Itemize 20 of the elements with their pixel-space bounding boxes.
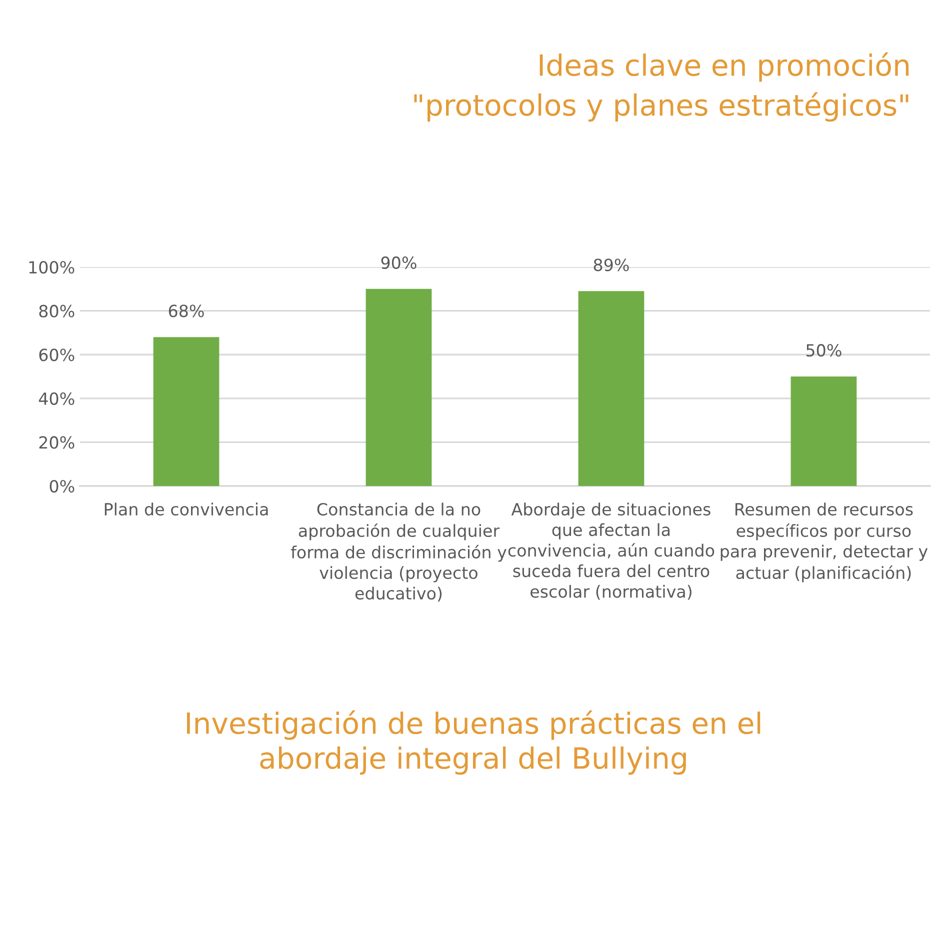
y-tick-label: 80% xyxy=(39,304,74,318)
x-tick-label: Resumen de recursos específicos por curso para prevenir, detectar y actuar (planificación) xyxy=(720,502,928,582)
y-tick-label: 20% xyxy=(39,436,74,449)
text: Investigación de buenas prácticas en el abordaje integral del Bullying xyxy=(186,710,760,775)
data-label: 90% xyxy=(381,256,416,270)
x-tick-label: Constancia de la no aprobación de cualquier forma de discriminación y violencia (proyecto educativo) xyxy=(290,502,506,602)
y-tick-label: 60% xyxy=(39,348,74,362)
bar xyxy=(366,288,432,486)
data-label: 89% xyxy=(594,258,629,272)
bar xyxy=(790,376,857,486)
x-tick-label: Plan de convivencia xyxy=(104,502,268,516)
y-tick-label: 40% xyxy=(38,392,74,405)
chart-title: Ideas clave en promoción "protocolos y planes estratégicos" xyxy=(414,52,909,122)
x-tick-label: Abordaje de situaciones que afectan la convivencia, aún cuando suceda fuera del centro escolar (normativa) xyxy=(508,502,714,600)
y-tick-label: 100% xyxy=(29,261,74,274)
data-label: 50% xyxy=(806,344,842,357)
bar xyxy=(578,291,644,486)
bar xyxy=(153,337,220,486)
y-tick-label: 0% xyxy=(50,480,74,493)
data-label: 68% xyxy=(168,304,204,318)
